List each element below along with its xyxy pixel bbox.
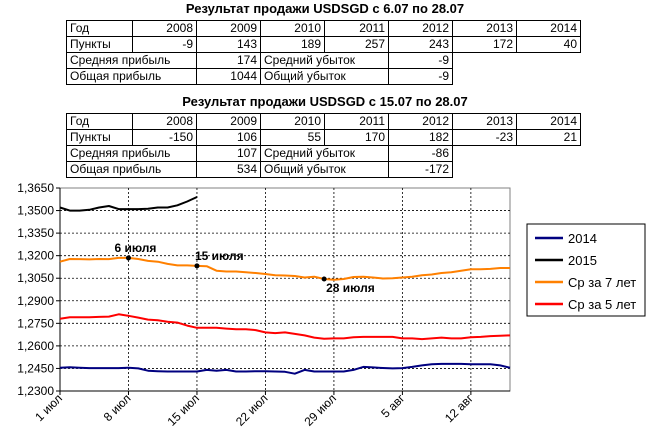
table-cell: 170	[324, 129, 389, 146]
table-row-averages: Средняя прибыль 107 Средний убыток -86	[66, 145, 581, 162]
y-axis: 1,2300 1,2450 1,2600 1,2750 1,2900 1,3050 1,32…	[17, 181, 61, 398]
avg-profit-label: Средняя прибыль	[66, 145, 197, 162]
table-row-averages: Средняя прибыль 174 Средний убыток -9	[66, 52, 581, 69]
total-loss-label: Общий убыток	[260, 68, 389, 85]
y-tick-label: 1,3500	[17, 204, 54, 218]
table-row-header: Год 2008 2009 2010 2011 2012 2013 2014	[66, 113, 581, 130]
legend-label: Ср за 7 лет	[568, 275, 636, 290]
avg-profit-value: 174	[196, 52, 261, 69]
table-cell: 2008	[132, 20, 197, 37]
table-cell: 2013	[452, 20, 517, 37]
table-cell: 2009	[196, 113, 261, 130]
y-tick-label: 1,2900	[17, 294, 54, 308]
table-cell: 2012	[388, 20, 453, 37]
annotation-label: 15 июля	[195, 249, 244, 263]
avg-loss-label: Средний убыток	[260, 145, 389, 162]
table-cell: -23	[452, 129, 517, 146]
table-cell: 106	[196, 129, 261, 146]
chart-grid	[59, 187, 511, 392]
table-cell: 2009	[196, 20, 261, 37]
table-cell: 2010	[260, 20, 325, 37]
table-cell: 40	[516, 36, 581, 53]
table1-title: Результат продажи USDSGD с 6.07 по 28.07	[185, 1, 465, 16]
annotation-label: 28 июля	[326, 281, 375, 295]
y-tick-label: 1,2450	[17, 361, 54, 375]
y-tick-label: 1,2300	[17, 384, 54, 398]
table-cell: Год	[66, 20, 133, 37]
x-tick-label: 15 июл	[165, 391, 203, 429]
results-table-1: Год 2008 2009 2010 2011 2012 2013 2014 П…	[66, 20, 581, 85]
table-cell: 2011	[324, 113, 389, 130]
avg-loss-value: -9	[388, 52, 453, 69]
series-line-2	[59, 196, 198, 212]
y-tick-label: 1,3200	[17, 249, 54, 263]
table-row-points: Пункты -150 106 55 170 182 -23 21	[66, 129, 581, 146]
chart-legend: 2014 2015 Ср за 7 лет Ср за 5 лет	[526, 223, 646, 317]
avg-profit-label: Средняя прибыль	[66, 52, 197, 69]
plot-frame	[59, 187, 511, 392]
table-cell: -150	[132, 129, 197, 146]
table-cell: 2013	[452, 113, 517, 130]
table-cell: 172	[452, 36, 517, 53]
table-cell: 182	[388, 129, 453, 146]
legend-label: Ср за 5 лет	[568, 297, 636, 312]
table-cell: 2014	[516, 20, 581, 37]
table-cell: Год	[66, 113, 133, 130]
table-row-totals: Общая прибыль 534 Общий убыток -172	[66, 161, 581, 178]
table-cell: 143	[196, 36, 261, 53]
x-axis: 1 июл 8 июл 15 июл 22 июл 29 июл 5 авг 12 авг	[32, 390, 510, 429]
total-profit-label: Общая прибыль	[66, 68, 197, 85]
table-row-points: Пункты -9 143 189 257 243 172 40	[66, 36, 581, 53]
table-cell: 2010	[260, 113, 325, 130]
table-cell: Пункты	[66, 129, 133, 146]
table-cell: 55	[260, 129, 325, 146]
chart-series	[59, 196, 511, 375]
avg-loss-value: -86	[388, 145, 453, 162]
table-cell: 243	[388, 36, 453, 53]
avg-loss-label: Средний убыток	[260, 52, 389, 69]
table-row-totals: Общая прибыль 1044 Общий убыток -9	[66, 68, 581, 85]
total-profit-value: 534	[196, 161, 261, 178]
table-cell: 2012	[388, 113, 453, 130]
legend-box	[526, 223, 646, 317]
table-cell: -9	[132, 36, 197, 53]
x-tick-label: 5 авг	[378, 391, 408, 421]
x-tick-label: 29 июл	[301, 391, 339, 429]
results-table-2: Год 2008 2009 2010 2011 2012 2013 2014 П…	[66, 113, 581, 178]
usdsgd-line-chart: 1,2300 1,2450 1,2600 1,2750 1,2900 1,3050 1,32…	[17, 181, 646, 429]
y-tick-label: 1,2600	[17, 339, 54, 353]
total-loss-label: Общий убыток	[260, 161, 389, 178]
legend-label: 2014	[568, 231, 597, 246]
x-tick-label: 22 июл	[233, 391, 271, 429]
total-profit-value: 1044	[196, 68, 261, 85]
table-row-header: Год 2008 2009 2010 2011 2012 2013 2014	[66, 20, 581, 37]
table-cell: 2014	[516, 113, 581, 130]
series-line-1	[59, 362, 511, 375]
table-cell: 189	[260, 36, 325, 53]
avg-profit-value: 107	[196, 145, 261, 162]
total-loss-value: -172	[388, 161, 453, 178]
table-cell: 21	[516, 129, 581, 146]
series-line-4	[59, 313, 511, 341]
y-tick-label: 1,2750	[17, 316, 54, 330]
table-cell: 2011	[324, 20, 389, 37]
total-loss-value: -9	[388, 68, 453, 85]
table-cell: Пункты	[66, 36, 133, 53]
chart-annotations: 6 июля 15 июля 28 июля	[114, 241, 374, 295]
y-tick-label: 1,3350	[17, 226, 54, 240]
annotation-label: 6 июля	[114, 241, 156, 255]
annotation-point	[194, 263, 200, 269]
x-tick-label: 8 июл	[101, 391, 134, 424]
table-cell: 2008	[132, 113, 197, 130]
table-cell: 257	[324, 36, 389, 53]
legend-label: 2015	[568, 253, 597, 268]
series-line-3	[59, 256, 510, 281]
total-profit-label: Общая прибыль	[66, 161, 197, 178]
annotation-point	[321, 276, 327, 282]
x-tick-label: 12 авг	[442, 391, 476, 425]
y-tick-label: 1,3050	[17, 271, 54, 285]
annotation-point	[125, 255, 131, 261]
y-tick-label: 1,3650	[17, 181, 54, 195]
table2-title: Результат продажи USDSGD с 15.07 по 28.0…	[182, 94, 468, 109]
